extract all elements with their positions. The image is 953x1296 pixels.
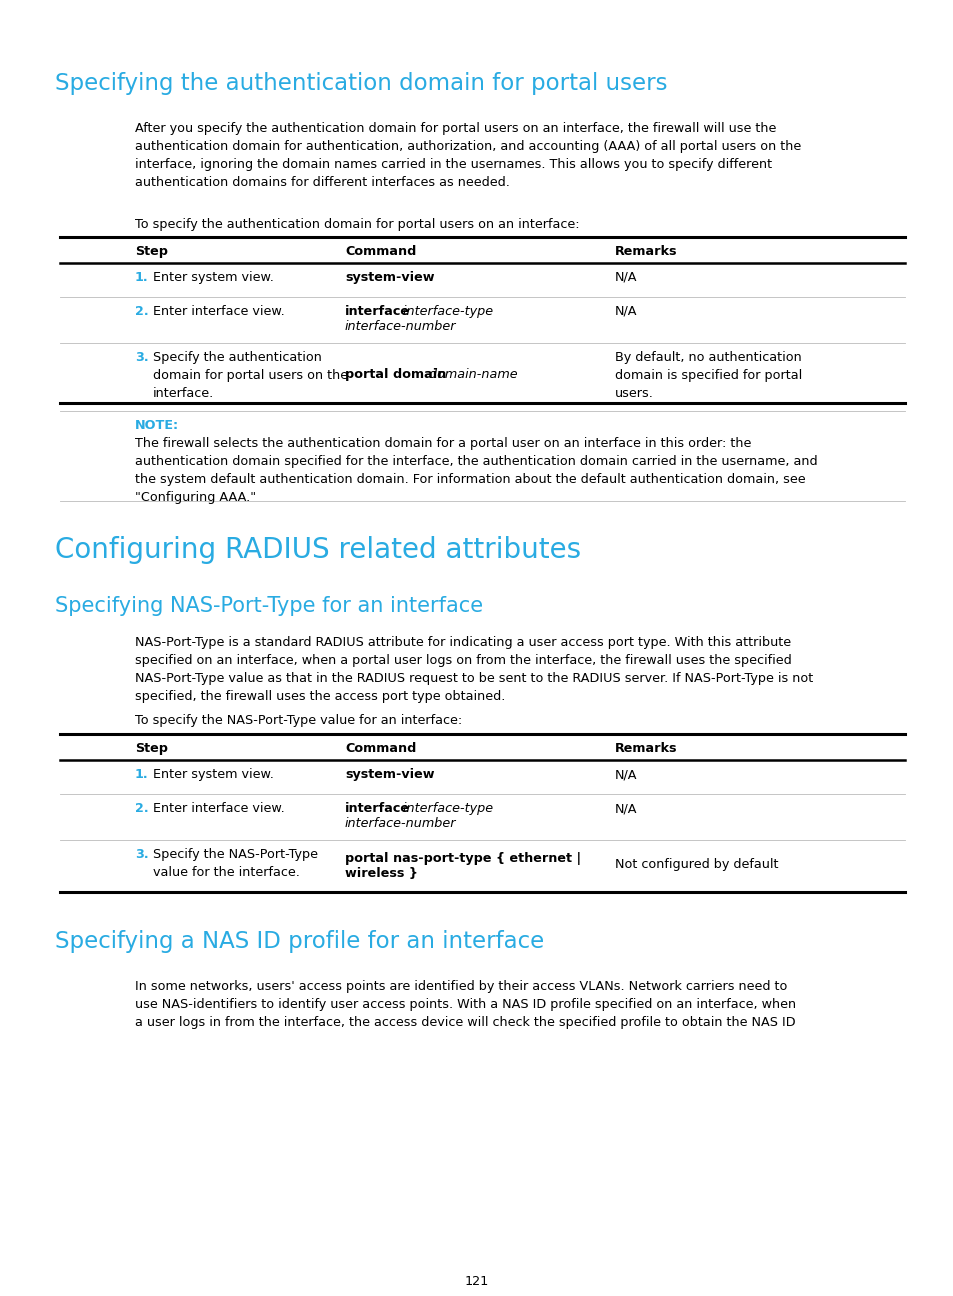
Text: 3.: 3. xyxy=(135,351,149,364)
Text: 1.: 1. xyxy=(135,271,149,284)
Text: interface-number: interface-number xyxy=(345,320,456,333)
Text: In some networks, users' access points are identified by their access VLANs. Net: In some networks, users' access points a… xyxy=(135,980,796,1029)
Text: interface-type: interface-type xyxy=(398,802,493,815)
Text: 2.: 2. xyxy=(135,802,149,815)
Text: Command: Command xyxy=(345,743,416,756)
Text: Step: Step xyxy=(135,245,168,258)
Text: Specifying a NAS ID profile for an interface: Specifying a NAS ID profile for an inter… xyxy=(55,931,543,953)
Text: Specifying NAS-Port-Type for an interface: Specifying NAS-Port-Type for an interfac… xyxy=(55,596,482,616)
Text: system-view: system-view xyxy=(345,769,434,781)
Text: system-view: system-view xyxy=(345,271,434,284)
Text: 1.: 1. xyxy=(135,769,149,781)
Text: Enter system view.: Enter system view. xyxy=(152,769,274,781)
Text: The firewall selects the authentication domain for a portal user on an interface: The firewall selects the authentication … xyxy=(135,437,817,504)
Text: interface-number: interface-number xyxy=(345,816,456,829)
Text: Not configured by default: Not configured by default xyxy=(615,858,778,871)
Text: domain-name: domain-name xyxy=(424,368,517,381)
Text: Enter system view.: Enter system view. xyxy=(152,271,274,284)
Text: Specifying the authentication domain for portal users: Specifying the authentication domain for… xyxy=(55,73,667,95)
Text: Configuring RADIUS related attributes: Configuring RADIUS related attributes xyxy=(55,537,580,564)
Text: Command: Command xyxy=(345,245,416,258)
Text: N/A: N/A xyxy=(615,802,637,815)
Text: Specify the NAS-Port-Type
value for the interface.: Specify the NAS-Port-Type value for the … xyxy=(152,848,317,879)
Text: 121: 121 xyxy=(464,1275,489,1288)
Text: N/A: N/A xyxy=(615,271,637,284)
Text: NAS-Port-Type is a standard RADIUS attribute for indicating a user access port t: NAS-Port-Type is a standard RADIUS attri… xyxy=(135,636,812,702)
Text: N/A: N/A xyxy=(615,769,637,781)
Text: interface: interface xyxy=(345,305,410,318)
Text: interface: interface xyxy=(345,802,410,815)
Text: Enter interface view.: Enter interface view. xyxy=(152,802,284,815)
Text: portal nas-port-type { ethernet |: portal nas-port-type { ethernet | xyxy=(345,851,580,864)
Text: NOTE:: NOTE: xyxy=(135,419,179,432)
Text: After you specify the authentication domain for portal users on an interface, th: After you specify the authentication dom… xyxy=(135,122,801,189)
Text: Step: Step xyxy=(135,743,168,756)
Text: Enter interface view.: Enter interface view. xyxy=(152,305,284,318)
Text: 2.: 2. xyxy=(135,305,149,318)
Text: 3.: 3. xyxy=(135,848,149,861)
Text: N/A: N/A xyxy=(615,305,637,318)
Text: interface-type: interface-type xyxy=(398,305,493,318)
Text: Specify the authentication
domain for portal users on the
interface.: Specify the authentication domain for po… xyxy=(152,351,348,400)
Text: Remarks: Remarks xyxy=(615,245,677,258)
Text: To specify the NAS-Port-Type value for an interface:: To specify the NAS-Port-Type value for a… xyxy=(135,714,462,727)
Text: wireless }: wireless } xyxy=(345,867,417,880)
Text: By default, no authentication
domain is specified for portal
users.: By default, no authentication domain is … xyxy=(615,351,801,400)
Text: portal domain: portal domain xyxy=(345,368,446,381)
Text: Remarks: Remarks xyxy=(615,743,677,756)
Text: To specify the authentication domain for portal users on an interface:: To specify the authentication domain for… xyxy=(135,218,579,231)
